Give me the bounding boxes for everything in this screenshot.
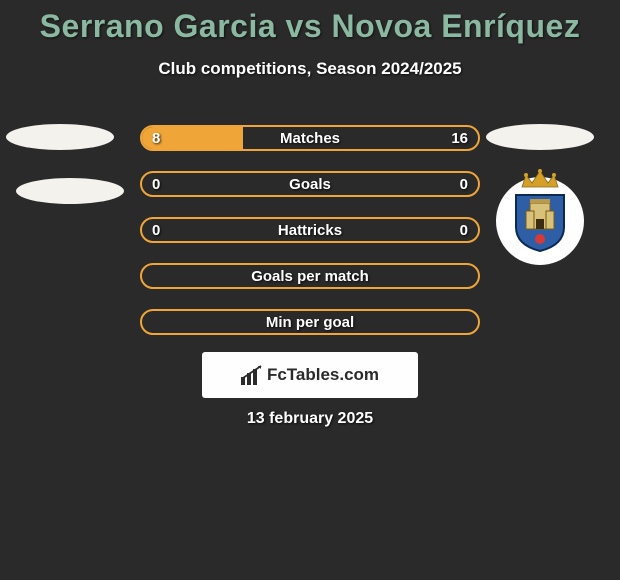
shield-icon bbox=[512, 189, 568, 253]
stat-label: Goals bbox=[142, 173, 478, 195]
stat-label: Goals per match bbox=[142, 265, 478, 287]
source-logo-text: FcTables.com bbox=[267, 365, 379, 385]
stat-value-right: 16 bbox=[451, 127, 468, 149]
stat-row-goals: 0 Goals 0 bbox=[140, 171, 480, 197]
bars-icon bbox=[241, 365, 263, 385]
stat-value-right: 0 bbox=[460, 219, 468, 241]
player-right-placeholder bbox=[486, 124, 594, 150]
stat-value-right: 0 bbox=[460, 173, 468, 195]
stat-row-goals-per-match: Goals per match bbox=[140, 263, 480, 289]
crown-icon bbox=[520, 169, 560, 189]
source-logo: FcTables.com bbox=[202, 352, 418, 398]
stat-label: Hattricks bbox=[142, 219, 478, 241]
stat-row-min-per-goal: Min per goal bbox=[140, 309, 480, 335]
club-badge bbox=[496, 177, 584, 265]
stat-label: Matches bbox=[142, 127, 478, 149]
player-left-placeholder-2 bbox=[16, 178, 124, 204]
snapshot-date: 13 february 2025 bbox=[0, 410, 620, 428]
stat-label: Min per goal bbox=[142, 311, 478, 333]
stat-row-hattricks: 0 Hattricks 0 bbox=[140, 217, 480, 243]
page-subtitle: Club competitions, Season 2024/2025 bbox=[0, 59, 620, 79]
player-left-placeholder-1 bbox=[6, 124, 114, 150]
page-title: Serrano Garcia vs Novoa Enríquez bbox=[0, 0, 620, 45]
stat-row-matches: 8 Matches 16 bbox=[140, 125, 480, 151]
